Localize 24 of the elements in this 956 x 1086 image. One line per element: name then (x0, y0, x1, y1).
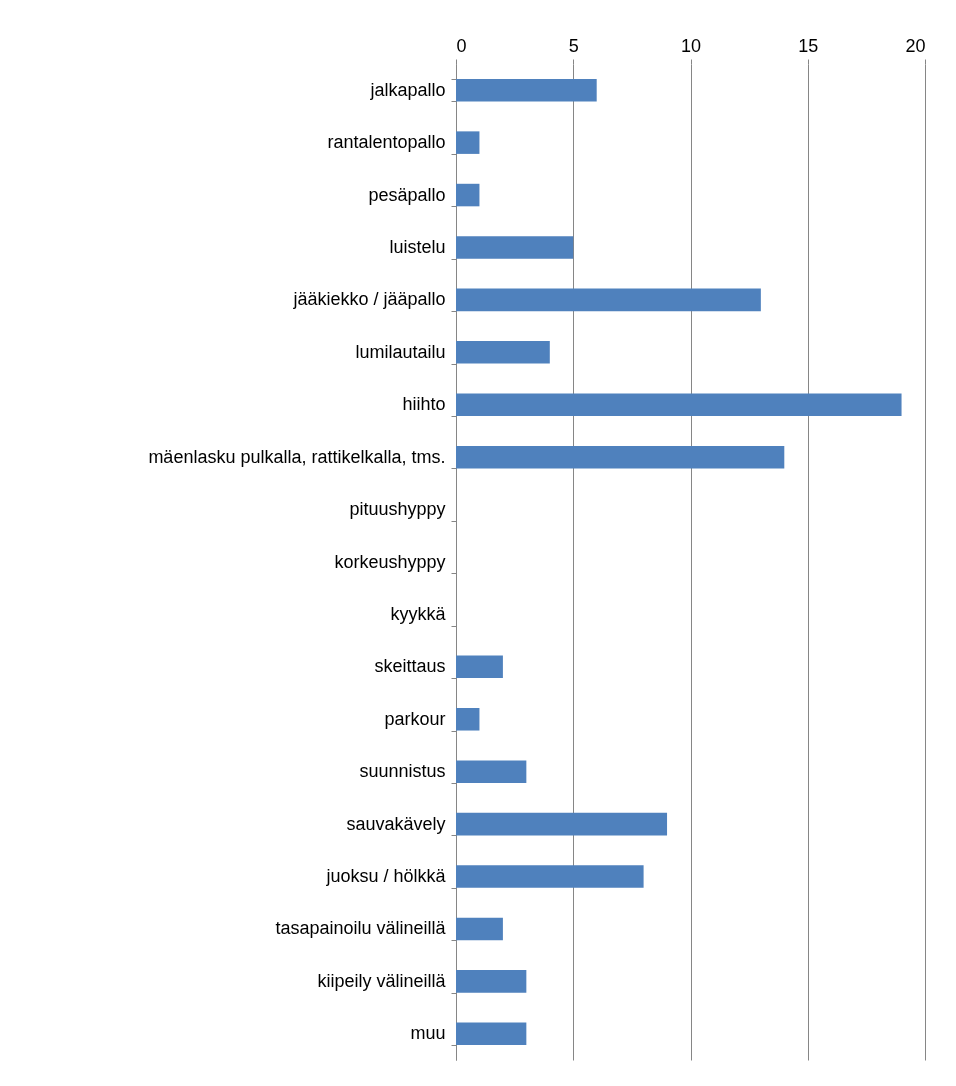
y-tick-label: parkour (384, 708, 446, 729)
y-tick-label: jääkiekko / jääpallo (292, 289, 446, 310)
y-tick-label: mäenlasku pulkalla, rattikelkalla, tms. (148, 446, 446, 467)
y-tick-label: luistelu (389, 236, 446, 257)
y-tick-label: tasapainoilu välineillä (275, 918, 447, 939)
y-tick-label: kyykkä (390, 603, 447, 624)
y-tick-label: juoksu / hölkkä (325, 866, 447, 887)
y-tick-label: jalkapallo (369, 79, 446, 100)
y-tick-label: skeittaus (374, 656, 446, 677)
x-tick-label: 20 (905, 35, 926, 56)
y-tick-label: muu (410, 1023, 446, 1044)
x-tick-label: 5 (568, 35, 579, 56)
y-tick-label: lumilautailu (355, 341, 446, 362)
y-tick-label: rantalentopallo (327, 132, 446, 153)
y-tick-label: kiipeily välineillä (317, 970, 447, 991)
y-tick-label: sauvakävely (346, 813, 446, 834)
y-tick-label: hiihto (402, 394, 446, 415)
x-tick-label: 15 (798, 35, 819, 56)
x-tick-label: 10 (680, 35, 702, 56)
y-tick-label: pituushyppy (349, 499, 446, 520)
x-tick-label: 0 (456, 35, 467, 56)
y-tick-label: pesäpallo (368, 184, 446, 205)
y-tick-label: korkeushyppy (334, 551, 446, 572)
y-tick-label: suunnistus (359, 761, 446, 782)
